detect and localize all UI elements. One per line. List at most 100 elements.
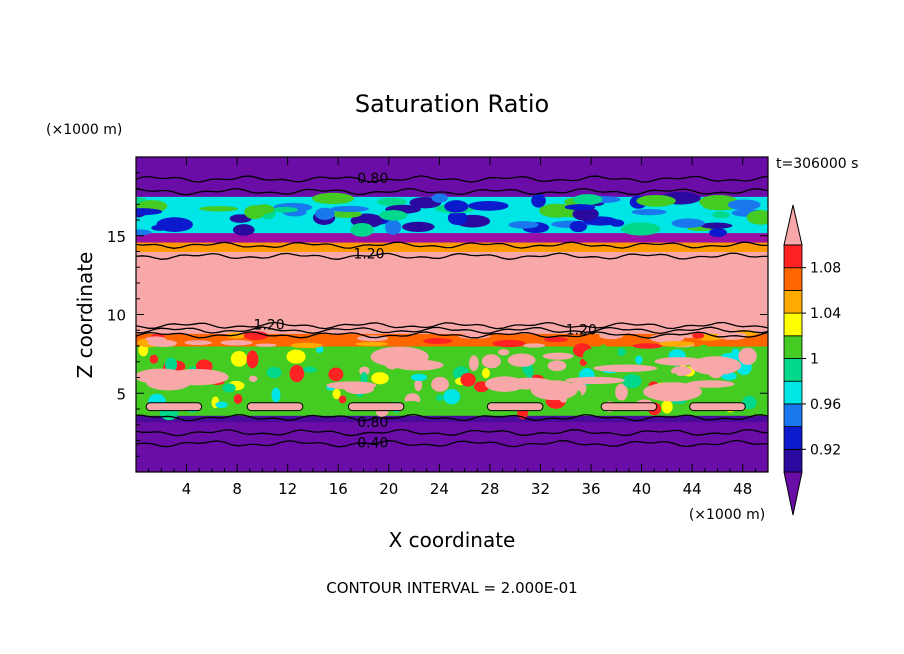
lower-cloud-blob-20 [286,349,306,364]
lower-cloud-blob-16 [615,383,628,401]
lower-cloud-blob-107 [738,347,757,365]
y-tick-label: 5 [116,385,126,403]
contour-line-0 [136,175,768,183]
contour-label: 1.20 [566,322,597,338]
upper-cloud-blob-17 [385,219,402,235]
colorbar-segment-8 [783,267,803,291]
lower-cloud-blob-42 [497,349,510,356]
base-cell-4 [600,402,658,412]
field-band-4 [136,251,768,334]
lower-cloud-blob-76 [598,344,609,362]
colorbar-segment-2 [783,403,803,427]
chart-title: Saturation Ratio [355,90,549,118]
x-tick-label: 20 [379,480,398,498]
x-axis-title: X coordinate [389,528,516,552]
inversion-blob-23 [243,331,269,341]
contour-line-5 [136,326,768,335]
contour-line-8 [136,428,768,437]
inversion-blob-12 [692,332,705,339]
contour-label: 0.80 [357,415,388,431]
upper-cloud-blob-67 [573,194,603,205]
lower-cloud-blob-109 [460,372,476,387]
lower-cloud-blob-102 [248,375,258,382]
lower-cloud-blob-96 [222,383,236,393]
x-axis: 4 8 12 16 20 24 28 32 36 40 44 48 [148,157,756,498]
contour-label-group: 0.80 1.20 1.20 1.20 0.80 0.40 [254,171,597,452]
inversion-blob-3 [355,341,389,347]
inversion-blob-5 [632,343,663,349]
x-tick-label: 24 [430,480,449,498]
upper-cloud-blob-39 [271,206,298,213]
lower-cloud-blob-100 [360,371,368,385]
inversion-blob-13 [423,338,453,344]
lower-cloud-blob-68 [402,400,421,408]
upper-cloud-blob-63 [709,228,727,238]
colorbar-segment-0 [783,448,803,473]
dry-patch-blob-0 [565,376,625,384]
contour-line-7 [136,413,768,422]
lower-cloud-blob-28 [443,389,461,405]
upper-cloud-blob-58 [620,222,661,236]
lower-cloud-blob-27 [371,372,389,385]
x-tick-label: 4 [182,480,192,498]
colorbar-low-arrow [783,471,803,516]
field-band-6 [136,232,768,243]
y-axis: 5 10 15 [107,172,768,457]
contour-label: 1.20 [353,247,384,263]
lower-cloud-blob-24 [635,355,643,365]
lower-cloud-blob-37 [622,374,642,389]
x-tick-label: 32 [531,480,550,498]
upper-cloud-blob-9 [447,210,468,226]
lower-cloud-blob-54 [149,354,159,364]
lower-cloud-blob-49 [661,400,673,414]
x-tick-label: 8 [232,480,242,498]
colorbar-tick-label: 1.04 [810,306,841,322]
upper-cloud-blob-35 [468,200,509,211]
base-cell-3 [486,402,544,412]
lower-cloud-blob-103 [481,354,501,369]
lower-cloud-blob-39 [315,345,324,354]
lower-cloud-blob-86 [215,401,228,409]
inversion-blob-2 [492,339,526,348]
lower-cloud-blob-72 [359,366,370,376]
upper-cloud-blob-43 [136,208,163,216]
contour-line-6 [136,331,768,339]
colorbar-segment-7 [783,289,803,314]
colorbar-segment-4 [783,358,803,382]
x-tick-label: 36 [581,480,600,498]
upper-cloud-blob-68 [564,204,596,211]
upper-cloud-blob-37 [444,200,469,213]
contour-line-1 [136,187,768,196]
colorbar-tick-label: 0.96 [810,397,841,413]
dry-patch-blob-6 [686,380,735,388]
upper-cloud-blob-60 [671,218,705,228]
upper-cloud-blob-11 [229,214,252,223]
upper-cloud-blob-31 [377,197,407,207]
y-unit-label: (×1000 m) [46,122,122,138]
colorbar-segment-6 [783,312,803,337]
upper-cloud-blob-46 [156,217,193,232]
inversion-blob-21 [255,343,277,347]
contour-label: 1.20 [254,318,285,334]
upper-cloud-blob-24 [531,193,546,208]
inversion-blob-9 [220,339,253,346]
lower-cloud-blob-46 [670,366,692,376]
upper-cloud-blob-28 [199,206,239,212]
x-tick-label: 28 [480,480,499,498]
y-axis-title: Z coordinate [73,252,97,379]
inversion-blob-24 [658,341,695,347]
dry-patch-blob-10 [484,376,525,392]
lower-cloud-blob-98 [671,373,679,384]
dry-patch-blob-1 [542,352,574,360]
colorbar-segment-1 [783,426,803,450]
lower-cloud-blob-78 [431,376,449,392]
lower-cloud-blob-8 [436,394,444,402]
lower-cloud-blob-52 [696,344,711,361]
contour-interval-footer: CONTOUR INTERVAL = 2.000E-01 [326,579,577,597]
contour-label: 0.40 [357,436,388,452]
lower-cloud-blob-82 [164,357,178,372]
upper-cloud-blob-53 [379,210,408,221]
colorbar-high-arrow [783,204,803,246]
colorbar-tick-label: 1 [810,352,819,368]
colorbar-segment-5 [783,335,803,359]
